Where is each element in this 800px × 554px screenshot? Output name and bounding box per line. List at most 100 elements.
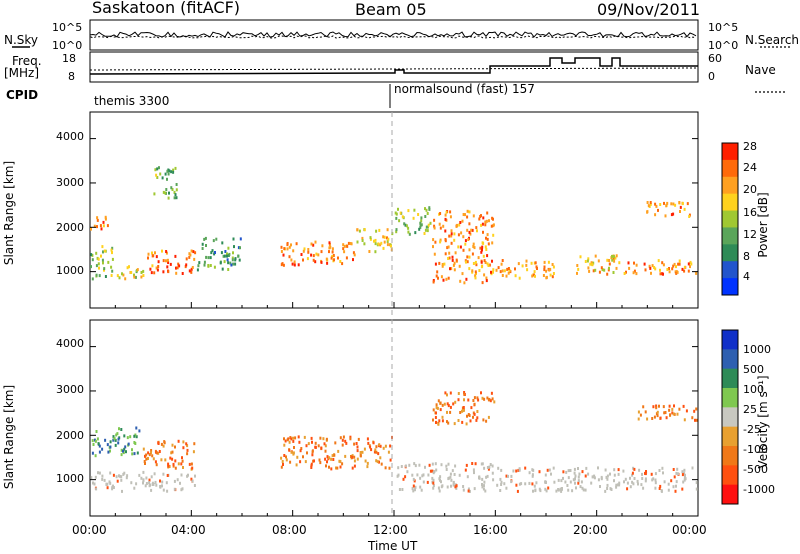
echo-cell: [678, 262, 681, 266]
echo-cell: [333, 258, 335, 262]
echo-cell: [533, 270, 536, 274]
echo-cell: [120, 448, 123, 452]
echo-cell: [644, 410, 647, 414]
echo-cell: [613, 255, 615, 259]
echo-cell: [587, 257, 590, 261]
echo-cell: [499, 270, 502, 274]
echo-cell: [122, 472, 125, 476]
echo-cell: [593, 476, 596, 480]
echo-cell: [486, 237, 489, 241]
echo-cell: [148, 453, 151, 457]
echo-cell: [449, 215, 452, 219]
echo-cell: [387, 237, 390, 241]
echo-cell: [670, 213, 673, 217]
echo-cell: [91, 451, 94, 455]
frequency-line: [89, 57, 698, 75]
echo-cell: [435, 421, 437, 424]
echo-cell: [378, 460, 380, 464]
echo-cell: [499, 477, 502, 481]
velocity-colorbar-swatch: [722, 426, 738, 447]
echo-cell: [286, 438, 289, 442]
echo-cell: [326, 460, 328, 464]
echo-cell: [382, 235, 385, 239]
echo-cell: [615, 485, 618, 489]
echo-cell: [364, 459, 367, 463]
echo-cell: [414, 488, 416, 492]
echo-cell: [675, 271, 678, 275]
echo-cell: [324, 449, 327, 453]
echo-cell: [290, 243, 292, 247]
echo-cell: [693, 409, 696, 413]
echo-cell: [153, 192, 156, 196]
echo-cell: [101, 474, 104, 478]
echo-cell: [378, 443, 381, 447]
echo-cell: [663, 480, 666, 484]
echo-cell: [429, 221, 432, 225]
echo-cell: [166, 169, 169, 173]
echo-cell: [418, 463, 421, 467]
echo-cell: [632, 482, 635, 486]
echo-cell: [405, 224, 408, 228]
echo-cell: [363, 242, 366, 246]
echo-cell: [334, 441, 337, 445]
echo-cell: [435, 468, 438, 472]
echo-cell: [311, 453, 314, 457]
echo-cell: [233, 245, 235, 249]
echo-cell: [483, 259, 486, 263]
echo-cell: [501, 269, 504, 273]
echo-cell: [562, 470, 565, 474]
echo-cell: [431, 469, 434, 473]
echo-cell: [312, 258, 315, 262]
echo-cell: [407, 230, 410, 234]
vel-cb-tick-m500: -500: [743, 463, 768, 476]
echo-cell: [642, 486, 645, 490]
echo-cell: [449, 472, 452, 476]
echo-cell: [351, 455, 354, 459]
echo-cell: [587, 472, 590, 476]
echo-cell: [290, 450, 293, 454]
echo-cell: [472, 242, 475, 246]
echo-cell: [458, 223, 461, 227]
echo-cell: [590, 261, 593, 265]
echo-cell: [320, 260, 323, 264]
echo-cell: [564, 480, 567, 484]
echo-cell: [159, 479, 161, 483]
echo-cell: [140, 476, 143, 480]
echo-cell: [432, 408, 435, 412]
beam-label: Beam 05: [355, 0, 427, 19]
echo-cell: [303, 435, 306, 439]
echo-cell: [310, 242, 313, 246]
echo-cell: [156, 167, 159, 171]
echo-cell: [417, 213, 420, 216]
echo-cell: [631, 473, 634, 477]
echo-cell: [162, 270, 165, 274]
echo-cell: [418, 227, 421, 231]
echo-cell: [290, 258, 293, 262]
echo-cell: [184, 265, 187, 269]
vel-cb-tick-m100: -100: [743, 443, 768, 456]
echo-cell: [366, 461, 369, 465]
freq-label: Freq.: [12, 54, 42, 68]
echo-cell: [173, 196, 176, 200]
echo-cell: [480, 391, 482, 395]
echo-cell: [609, 487, 612, 491]
echo-cell: [426, 480, 429, 484]
echo-cell: [525, 263, 528, 267]
echo-cell: [467, 238, 470, 241]
echo-cell: [440, 485, 443, 489]
echo-cell: [476, 410, 479, 413]
echo-cell: [428, 206, 431, 210]
echo-cell: [659, 268, 661, 272]
echo-cell: [101, 258, 104, 262]
echo-cell: [165, 250, 168, 253]
echo-cell: [397, 466, 400, 470]
station-title: Saskatoon (fitACF): [92, 0, 241, 17]
echo-cell: [145, 476, 148, 480]
echo-cell: [593, 474, 596, 478]
nsearch-tick-top: 10^5: [708, 21, 739, 34]
echo-cell: [636, 479, 639, 483]
echo-cell: [97, 262, 100, 266]
echo-cell: [352, 251, 355, 255]
echo-cell: [226, 258, 229, 262]
